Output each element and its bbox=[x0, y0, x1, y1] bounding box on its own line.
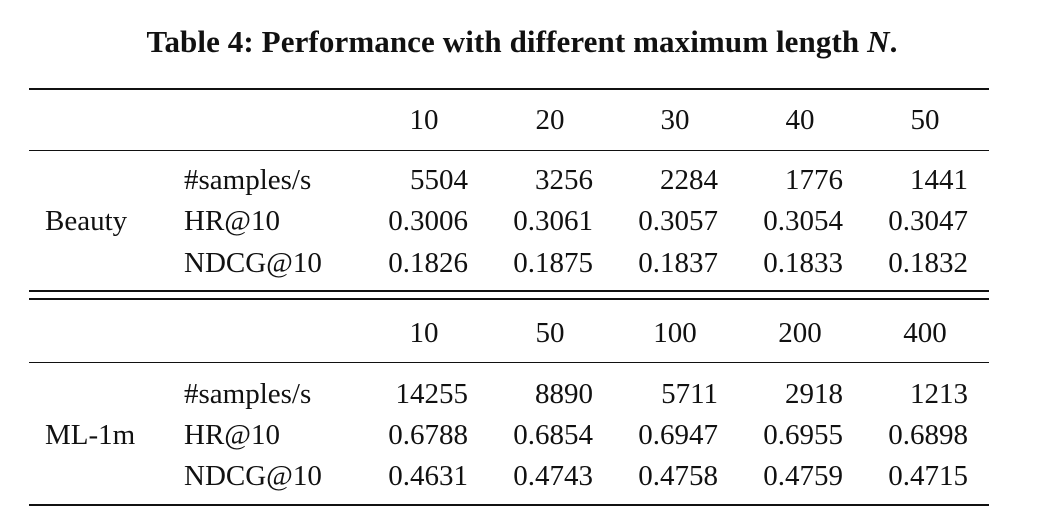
length-header: 20 bbox=[535, 104, 565, 136]
length-header: 10 bbox=[409, 104, 439, 136]
metric-label: NDCG@10 bbox=[184, 460, 322, 492]
table-cell: 0.4759 bbox=[763, 460, 843, 492]
table-cell: 0.1832 bbox=[888, 247, 968, 279]
table-cell: 0.6898 bbox=[888, 419, 968, 451]
caption-suffix: . bbox=[889, 24, 898, 59]
section-double-rule-top bbox=[29, 290, 989, 292]
table-row: #samples/s 14255 8890 5711 2918 1213 bbox=[29, 374, 989, 414]
table-row: #samples/s 5504 3256 2284 1776 1441 bbox=[29, 160, 989, 200]
length-header: 30 bbox=[660, 104, 690, 136]
table-cell: 2918 bbox=[785, 378, 843, 410]
table-caption: Table 4: Performance with different maxi… bbox=[0, 24, 1044, 60]
header-rule-beauty bbox=[29, 150, 989, 151]
table-cell: 3256 bbox=[535, 164, 593, 196]
dataset-label-row: Beauty bbox=[29, 201, 989, 241]
section-double-rule-bottom bbox=[29, 298, 989, 300]
table-cell: 0.6955 bbox=[763, 419, 843, 451]
table-cell: 0.1837 bbox=[638, 247, 718, 279]
table-cell: 0.6947 bbox=[638, 419, 718, 451]
table-cell: 5504 bbox=[410, 164, 468, 196]
dataset-label-beauty: Beauty bbox=[45, 205, 128, 237]
table-cell: 0.3047 bbox=[888, 205, 968, 237]
length-header: 200 bbox=[778, 317, 822, 349]
table-cell: 5711 bbox=[661, 378, 718, 410]
metric-label: NDCG@10 bbox=[184, 247, 322, 279]
table-cell: 8890 bbox=[535, 378, 593, 410]
metric-label: HR@10 bbox=[184, 205, 280, 237]
table-cell: 1441 bbox=[910, 164, 968, 196]
metric-label: #samples/s bbox=[184, 164, 312, 196]
length-header: 40 bbox=[785, 104, 815, 136]
bottom-rule bbox=[29, 504, 989, 506]
dataset-label-row: ML-1m bbox=[29, 415, 989, 455]
metric-label: #samples/s bbox=[184, 378, 312, 410]
header-row-beauty: 10 20 30 40 50 bbox=[29, 100, 989, 140]
top-rule bbox=[29, 88, 989, 90]
table-cell: 0.1875 bbox=[513, 247, 593, 279]
header-rule-ml1m bbox=[29, 362, 989, 363]
header-row-ml1m: 10 50 100 200 400 bbox=[29, 313, 989, 353]
table-cell: 0.3057 bbox=[638, 205, 718, 237]
length-header: 50 bbox=[535, 317, 565, 349]
table-cell: 0.1826 bbox=[388, 247, 468, 279]
table-cell: 1776 bbox=[785, 164, 843, 196]
table-cell: 0.6854 bbox=[513, 419, 593, 451]
metric-label: HR@10 bbox=[184, 419, 280, 451]
length-header: 50 bbox=[910, 104, 940, 136]
table-cell: 0.4743 bbox=[513, 460, 593, 492]
table-row: HR@10 0.3006 0.3061 0.3057 0.3054 0.3047 bbox=[29, 201, 989, 241]
caption-text: Table 4: Performance with different maxi… bbox=[146, 24, 860, 59]
table-cell: 14255 bbox=[395, 378, 469, 410]
table-cell: 0.3006 bbox=[388, 205, 468, 237]
caption-variable: N bbox=[867, 24, 890, 59]
length-header: 400 bbox=[903, 317, 947, 349]
table-cell: 1213 bbox=[910, 378, 968, 410]
table-cell: 0.4631 bbox=[388, 460, 468, 492]
table-cell: 0.6788 bbox=[388, 419, 468, 451]
table-row: HR@10 0.6788 0.6854 0.6947 0.6955 0.6898 bbox=[29, 415, 989, 455]
table-cell: 0.3054 bbox=[763, 205, 843, 237]
dataset-label-ml1m: ML-1m bbox=[45, 419, 136, 451]
table-row: NDCG@10 0.4631 0.4743 0.4758 0.4759 0.47… bbox=[29, 456, 989, 496]
length-header: 100 bbox=[653, 317, 697, 349]
table-cell: 2284 bbox=[660, 164, 718, 196]
table-cell: 0.3061 bbox=[513, 205, 593, 237]
length-header: 10 bbox=[409, 317, 439, 349]
table-cell: 0.4758 bbox=[638, 460, 718, 492]
table-cell: 0.4715 bbox=[888, 460, 968, 492]
table-cell: 0.1833 bbox=[763, 247, 843, 279]
table-row: NDCG@10 0.1826 0.1875 0.1837 0.1833 0.18… bbox=[29, 243, 989, 283]
